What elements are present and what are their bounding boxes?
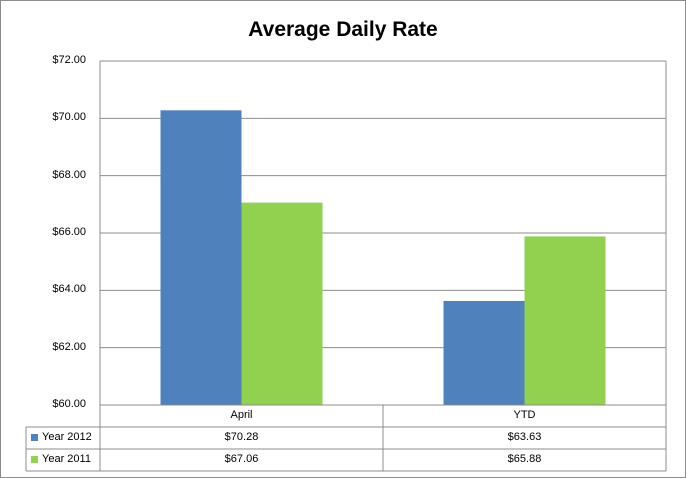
y-tick-label: $70.00: [52, 111, 86, 124]
data-label: $67.06: [224, 453, 259, 465]
y-tick-label: $68.00: [52, 168, 86, 181]
data-label: $70.28: [224, 431, 259, 443]
data-label: $65.88: [507, 453, 542, 465]
y-tick-label: $72.00: [52, 54, 86, 66]
legend-label: Year 2011: [42, 453, 91, 465]
bar-year-2012-ytd: [443, 300, 525, 405]
bar-year-2012-april: [160, 110, 242, 405]
legend-entry: Year 2012: [31, 431, 92, 443]
legend-key: [31, 455, 38, 463]
x-tick-label: YTD: [513, 409, 536, 421]
legend-entry: Year 2011: [31, 453, 91, 465]
y-tick-label: $64.00: [52, 283, 86, 296]
bar-year-2011-april: [241, 202, 323, 405]
legend-key: [31, 433, 38, 441]
y-tick-label: $60.00: [52, 398, 86, 410]
y-tick-label: $66.00: [52, 226, 86, 238]
x-tick-label: April: [230, 409, 253, 421]
legend-label: Year 2012: [42, 431, 92, 443]
chart-title: Average Daily Rate: [248, 18, 438, 41]
data-label: $63.63: [507, 431, 542, 443]
y-tick-label: $62.00: [52, 340, 86, 353]
bar-year-2011-ytd: [524, 236, 606, 405]
